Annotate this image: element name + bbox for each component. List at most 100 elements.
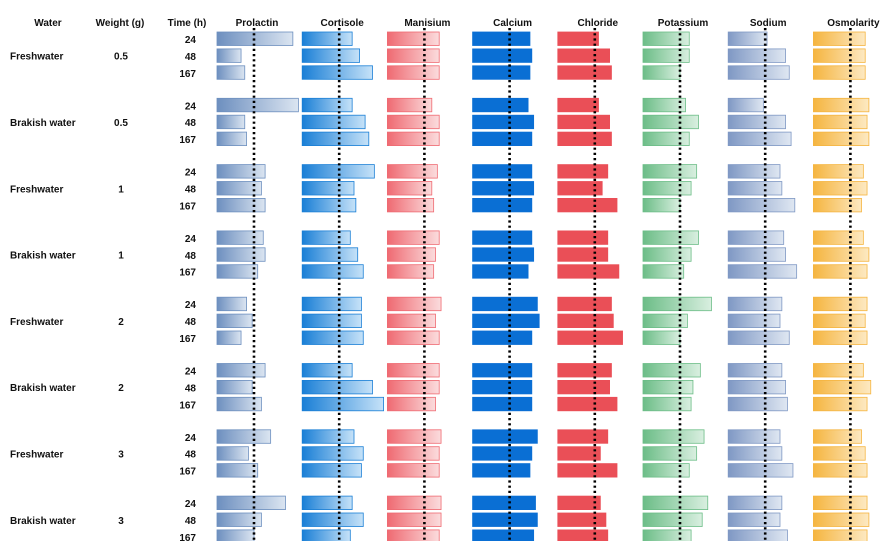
bar-manisium	[386, 230, 440, 245]
bar-sodium	[727, 330, 790, 345]
group-weight-label: 1	[118, 184, 124, 195]
row-labels: Freshwater 0.5 24 48 167 Brakish water 0.5 24 48…	[10, 35, 196, 541]
group-weight-label: 0.5	[114, 52, 128, 63]
bar-prolactin	[216, 65, 246, 80]
bar-manisium	[386, 396, 436, 412]
bar-cortisole	[301, 296, 362, 312]
bar-manisium	[386, 48, 440, 63]
bar-osmolarity	[813, 65, 866, 80]
bar-cortisole	[301, 396, 385, 412]
bar-potassium	[642, 495, 709, 511]
bar-chloride	[557, 396, 618, 412]
measure-headers: Prolactin Cortisole Manisium Calcium Chlorid…	[236, 18, 880, 29]
header-cortisole: Cortisole	[321, 18, 365, 29]
header-time: Time (h)	[168, 18, 207, 29]
bar-sodium	[727, 313, 781, 329]
header-prolactin: Prolactin	[236, 18, 279, 29]
bar-sodium	[727, 164, 781, 179]
bar-prolactin	[216, 463, 259, 478]
bar-chloride	[557, 65, 612, 80]
bar-cortisole	[301, 131, 370, 147]
bar-osmolarity	[813, 197, 862, 213]
bar-cortisole	[301, 114, 366, 130]
bar-prolactin	[216, 296, 248, 312]
time-label: 24	[185, 35, 197, 46]
bar-osmolarity	[813, 296, 868, 312]
bar-manisium	[386, 446, 440, 461]
bar-chloride	[557, 495, 601, 511]
bar-manisium	[386, 363, 440, 378]
time-label: 24	[185, 300, 197, 311]
bar-calcium	[472, 114, 535, 130]
bar-osmolarity	[813, 264, 868, 279]
header-calcium: Calcium	[493, 18, 532, 29]
bar-sodium	[727, 114, 786, 130]
bar-cortisole	[301, 97, 353, 113]
bar-cortisole	[301, 230, 351, 245]
time-label: 167	[179, 533, 196, 541]
bar-manisium	[386, 114, 440, 130]
bar-sodium	[727, 131, 792, 147]
bar-manisium	[386, 65, 440, 80]
group-weight-label: 2	[118, 317, 124, 328]
bar-manisium	[386, 495, 442, 511]
bar-potassium	[642, 379, 694, 395]
group-water-label: Brakish water	[10, 516, 76, 527]
time-label: 167	[179, 268, 196, 279]
bar-potassium	[642, 97, 686, 113]
bar-osmolarity	[813, 529, 868, 541]
bar-osmolarity	[813, 363, 864, 378]
bar-cortisole	[301, 197, 357, 213]
bar-sodium	[727, 529, 788, 541]
bar-potassium	[642, 512, 703, 527]
group-weight-label: 3	[118, 449, 124, 460]
bar-cortisole	[301, 48, 360, 63]
bar-osmolarity	[813, 114, 868, 130]
bar-calcium	[472, 313, 540, 329]
bar-potassium	[642, 264, 685, 279]
bar-potassium	[642, 131, 690, 147]
bar-cortisole	[301, 363, 353, 378]
bar-calcium	[472, 230, 533, 245]
bar-sodium	[727, 446, 783, 461]
header-row: Water Weight (g) Time (h)	[34, 18, 206, 29]
bar-calcium	[472, 363, 533, 378]
bar-chloride	[557, 48, 610, 63]
bar-sodium	[727, 396, 788, 412]
bar-manisium	[386, 164, 438, 179]
bar-potassium	[642, 463, 690, 478]
bar-calcium	[472, 512, 538, 527]
bar-calcium	[472, 264, 529, 279]
bar-cortisole	[301, 164, 375, 179]
group-water-label: Brakish water	[10, 251, 76, 262]
bar-chloride	[557, 97, 599, 113]
bar-potassium	[642, 330, 681, 345]
bar-prolactin	[216, 181, 262, 196]
bar-manisium	[386, 529, 440, 541]
bar-prolactin	[216, 131, 248, 147]
header-sodium: Sodium	[750, 18, 787, 29]
bar-chloride	[557, 131, 612, 147]
time-label: 167	[179, 334, 196, 345]
bar-prolactin	[216, 330, 242, 345]
bar-chloride	[557, 264, 620, 279]
bar-chloride	[557, 330, 623, 345]
bar-manisium	[386, 197, 435, 213]
bar-potassium	[642, 247, 692, 262]
bar-prolactin	[216, 197, 266, 213]
bar-osmolarity	[813, 131, 870, 147]
bar-chloride	[557, 512, 607, 527]
time-label: 24	[185, 234, 197, 245]
bar-prolactin	[216, 429, 272, 444]
bar-prolactin	[216, 114, 246, 130]
bar-calcium	[472, 446, 533, 461]
bar-osmolarity	[813, 495, 868, 511]
group-weight-label: 3	[118, 516, 124, 527]
bar-potassium	[642, 296, 712, 312]
header-chloride: Chloride	[578, 18, 619, 29]
bar-calcium	[472, 296, 538, 312]
bar-osmolarity	[813, 31, 866, 46]
header-manisium: Manisium	[404, 18, 450, 29]
bar-prolactin	[216, 396, 262, 412]
